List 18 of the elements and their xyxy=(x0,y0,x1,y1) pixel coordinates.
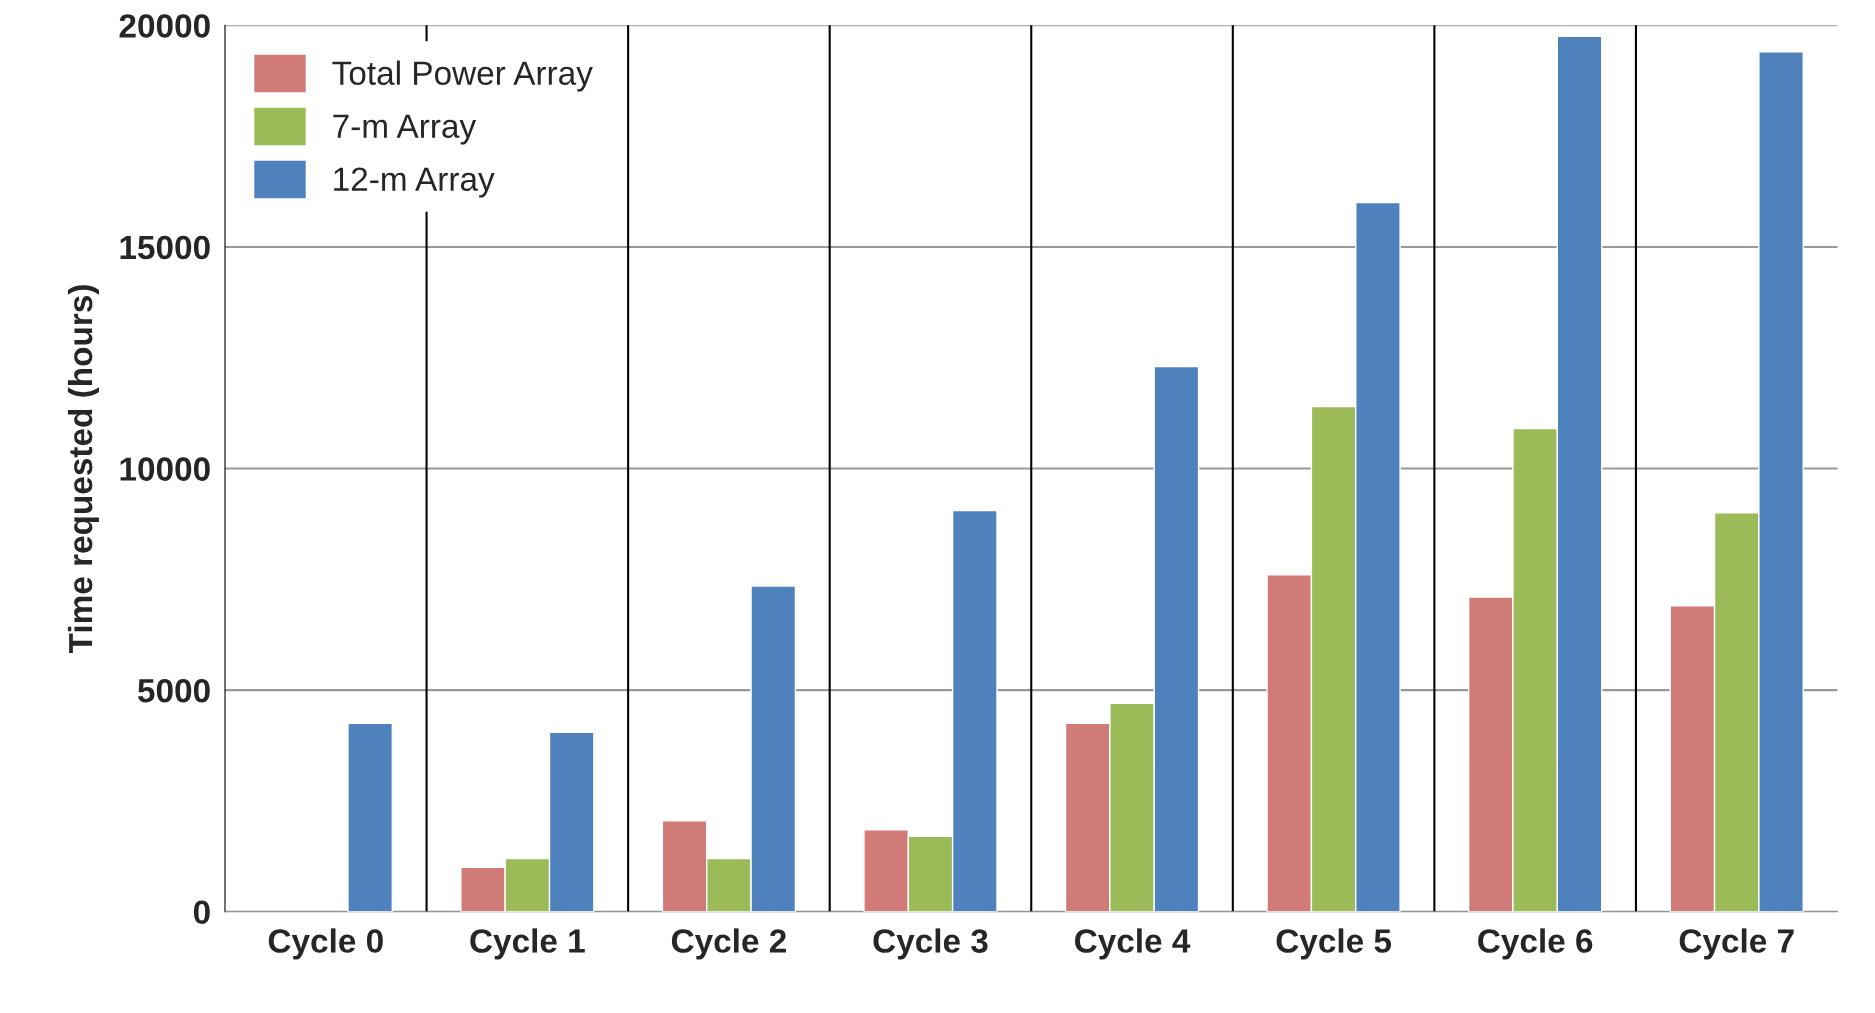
y-tick-label: 5000 xyxy=(137,678,210,703)
x-tick-label: Cycle 5 xyxy=(1276,928,1392,960)
x-tick-label: Cycle 0 xyxy=(268,928,383,960)
y-axis-title: Time requested (hours) xyxy=(67,285,99,654)
y-tick-label: 15000 xyxy=(120,235,210,260)
x-tick-label: Cycle 1 xyxy=(470,928,585,960)
legend-label: Total Power Array xyxy=(332,60,593,92)
y-tick-label: 0 xyxy=(193,900,210,925)
legend-label: 7-m Array xyxy=(333,114,477,145)
y-tick-label: 20000 xyxy=(119,14,210,38)
x-tick-label: Cycle 3 xyxy=(873,928,988,960)
x-tick-label: Cycle 7 xyxy=(1679,928,1794,960)
x-tick-label: Cycle 2 xyxy=(671,928,786,960)
legend-label: 12-m Array xyxy=(334,167,495,198)
y-tick-label: 10000 xyxy=(120,457,210,481)
x-tick-label: Cycle 6 xyxy=(1478,928,1593,960)
x-tick-label: Cycle 4 xyxy=(1075,928,1191,960)
bar xyxy=(347,722,393,912)
